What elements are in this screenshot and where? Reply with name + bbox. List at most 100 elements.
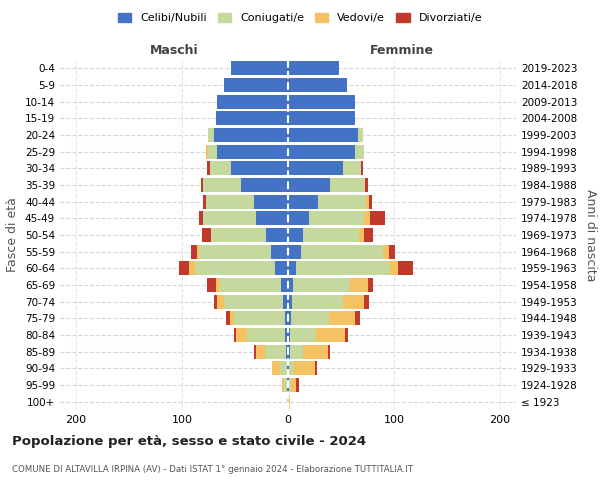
Bar xyxy=(287,361,288,376)
Bar xyxy=(216,112,288,126)
Bar xyxy=(265,344,286,359)
Text: COMUNE DI ALTAVILLA IRPINA (AV) - Dati ISTAT 1° gennaio 2024 - Elaborazione TUTT: COMUNE DI ALTAVILLA IRPINA (AV) - Dati I… xyxy=(12,465,413,474)
Bar xyxy=(288,278,293,292)
Bar xyxy=(383,244,389,259)
Bar xyxy=(220,278,281,292)
Bar xyxy=(289,394,290,409)
Bar xyxy=(345,328,349,342)
Bar xyxy=(191,244,197,259)
Bar xyxy=(290,344,303,359)
Bar xyxy=(206,194,254,209)
Bar xyxy=(288,144,355,159)
Bar xyxy=(285,328,288,342)
Bar xyxy=(281,278,288,292)
Bar xyxy=(236,328,247,342)
Bar xyxy=(364,294,368,308)
Bar xyxy=(217,294,224,308)
Bar xyxy=(390,261,398,276)
Bar xyxy=(199,244,271,259)
Bar xyxy=(211,228,266,242)
Bar xyxy=(293,278,350,292)
Bar xyxy=(194,261,275,276)
Bar xyxy=(281,378,284,392)
Bar xyxy=(289,361,295,376)
Bar xyxy=(398,261,413,276)
Bar xyxy=(367,194,368,209)
Bar xyxy=(296,261,390,276)
Text: Femmine: Femmine xyxy=(370,44,433,57)
Bar xyxy=(247,328,285,342)
Bar xyxy=(214,294,217,308)
Bar xyxy=(288,94,355,109)
Bar xyxy=(368,278,373,292)
Bar xyxy=(389,244,395,259)
Bar xyxy=(208,162,209,175)
Bar xyxy=(317,194,367,209)
Text: Maschi: Maschi xyxy=(150,44,199,57)
Bar xyxy=(271,244,288,259)
Bar xyxy=(275,261,288,276)
Y-axis label: Anni di nascita: Anni di nascita xyxy=(584,188,597,281)
Bar xyxy=(288,162,343,175)
Bar xyxy=(288,112,355,126)
Y-axis label: Fasce di età: Fasce di età xyxy=(7,198,19,272)
Bar xyxy=(368,194,372,209)
Bar xyxy=(301,244,383,259)
Bar xyxy=(303,228,359,242)
Bar xyxy=(314,361,317,376)
Bar xyxy=(272,361,280,376)
Bar xyxy=(289,378,291,392)
Bar xyxy=(358,128,363,142)
Bar xyxy=(365,178,368,192)
Bar xyxy=(355,144,364,159)
Bar xyxy=(288,62,339,76)
Bar xyxy=(201,178,203,192)
Bar xyxy=(209,162,231,175)
Bar xyxy=(292,294,343,308)
Bar xyxy=(254,344,256,359)
Bar xyxy=(288,78,347,92)
Bar xyxy=(303,344,328,359)
Bar xyxy=(350,278,368,292)
Bar xyxy=(288,211,309,226)
Bar xyxy=(179,261,190,276)
Bar xyxy=(296,378,299,392)
Bar xyxy=(217,94,288,109)
Bar xyxy=(231,62,288,76)
Bar xyxy=(256,344,265,359)
Bar xyxy=(283,294,288,308)
Bar xyxy=(230,311,234,326)
Bar xyxy=(224,294,283,308)
Bar xyxy=(364,211,370,226)
Bar xyxy=(231,162,288,175)
Bar xyxy=(288,311,291,326)
Bar xyxy=(284,378,287,392)
Bar xyxy=(288,378,289,392)
Bar xyxy=(361,162,363,175)
Bar xyxy=(203,211,256,226)
Bar xyxy=(216,278,220,292)
Bar xyxy=(203,178,241,192)
Bar xyxy=(208,278,216,292)
Bar xyxy=(202,228,211,242)
Bar xyxy=(291,311,329,326)
Bar xyxy=(343,294,364,308)
Bar xyxy=(295,361,314,376)
Bar xyxy=(280,361,287,376)
Bar xyxy=(234,328,236,342)
Bar xyxy=(291,378,296,392)
Legend: Celibi/Nubili, Coniugati/e, Vedovi/e, Divorziati/e: Celibi/Nubili, Coniugati/e, Vedovi/e, Di… xyxy=(113,8,487,28)
Bar xyxy=(254,194,288,209)
Bar xyxy=(208,128,214,142)
Bar xyxy=(329,311,355,326)
Bar xyxy=(288,228,303,242)
Bar xyxy=(316,328,345,342)
Bar xyxy=(288,328,290,342)
Bar xyxy=(343,162,361,175)
Bar xyxy=(359,228,364,242)
Bar xyxy=(266,228,288,242)
Bar xyxy=(208,144,217,159)
Bar xyxy=(370,211,385,226)
Bar xyxy=(288,344,290,359)
Bar xyxy=(217,144,288,159)
